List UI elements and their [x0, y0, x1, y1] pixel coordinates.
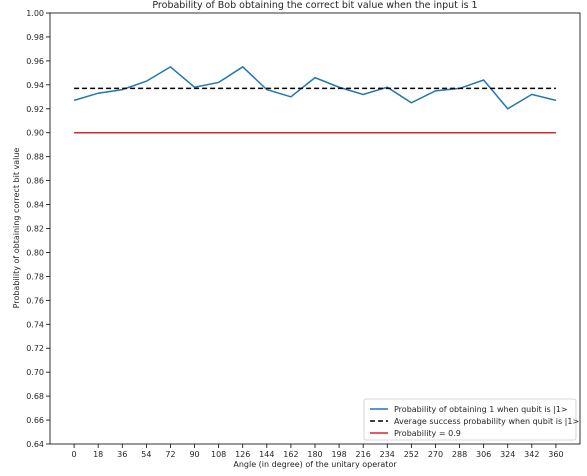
- x-tick-label: 54: [141, 450, 151, 459]
- x-tick-label: 216: [356, 450, 371, 459]
- x-tick-label: 144: [259, 450, 274, 459]
- y-tick-label: 0.86: [26, 177, 44, 186]
- y-tick-label: 0.68: [26, 392, 44, 401]
- x-tick-label: 18: [93, 450, 103, 459]
- legend-label-3: Probability = 0.9: [394, 429, 461, 438]
- x-tick-label: 288: [452, 450, 467, 459]
- x-tick-label: 180: [307, 450, 322, 459]
- y-tick-label: 0.74: [26, 320, 44, 329]
- y-tick-label: 0.94: [26, 81, 44, 90]
- y-axis: 0.64 0.66 0.68 0.70 0.72 0.74 0.76 0.78 0.80 0.82…: [26, 9, 50, 449]
- legend-label-1: Probability of obtaining 1 when qubit is…: [394, 405, 568, 414]
- legend-label-2: Average success probability when qubit i…: [394, 417, 579, 426]
- y-tick-label: 0.82: [26, 225, 44, 234]
- x-tick-label: 252: [404, 450, 419, 459]
- x-tick-label: 162: [283, 450, 298, 459]
- x-tick-label: 324: [500, 450, 515, 459]
- y-tick-label: 0.70: [26, 368, 44, 377]
- y-tick-label: 0.66: [26, 416, 44, 425]
- y-tick-label: 0.78: [26, 272, 44, 281]
- legend: Probability of obtaining 1 when qubit is…: [363, 398, 579, 441]
- x-tick-label: 72: [165, 450, 175, 459]
- x-tick-label: 234: [380, 450, 395, 459]
- x-tick-label: 360: [548, 450, 563, 459]
- x-axis: 0 18 36 54 72 90 108 126 144 162 180 198 216 234 252 27…: [72, 444, 564, 459]
- x-tick-label: 90: [189, 450, 199, 459]
- x-tick-label: 126: [235, 450, 250, 459]
- y-tick-label: 0.98: [26, 33, 44, 42]
- x-tick-label: 306: [476, 450, 491, 459]
- y-tick-label: 0.96: [26, 57, 44, 66]
- y-tick-label: 0.92: [26, 105, 44, 114]
- x-tick-label: 270: [428, 450, 443, 459]
- legend-box: [363, 398, 577, 441]
- y-tick-label: 0.84: [26, 201, 44, 210]
- y-tick-label: 0.80: [26, 248, 44, 257]
- y-tick-label: 0.72: [26, 344, 44, 353]
- x-tick-label: 108: [211, 450, 226, 459]
- y-tick-label: 0.88: [26, 153, 44, 162]
- y-tick-label: 0.90: [26, 129, 44, 138]
- series-layer: [73, 65, 557, 134]
- x-tick-label: 0: [72, 450, 77, 459]
- y-tick-label: 0.76: [26, 296, 44, 305]
- chart-title: Probability of Bob obtaining the correct…: [152, 0, 477, 11]
- y-axis-label: Probability of obtaining correct bit val…: [12, 148, 21, 309]
- y-tick-label: 0.64: [26, 440, 44, 449]
- y-tick-label: 1.00: [26, 9, 44, 18]
- series-line-1: [73, 65, 557, 110]
- x-tick-label: 342: [524, 450, 539, 459]
- x-axis-label: Angle (in degree) of the unitary operato…: [233, 460, 397, 469]
- x-tick-label: 198: [331, 450, 346, 459]
- x-tick-label: 36: [117, 450, 127, 459]
